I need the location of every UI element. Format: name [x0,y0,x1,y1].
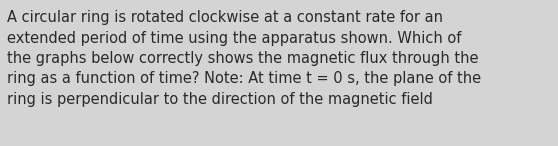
Text: A circular ring is rotated clockwise at a constant rate for an
extended period o: A circular ring is rotated clockwise at … [7,10,482,107]
